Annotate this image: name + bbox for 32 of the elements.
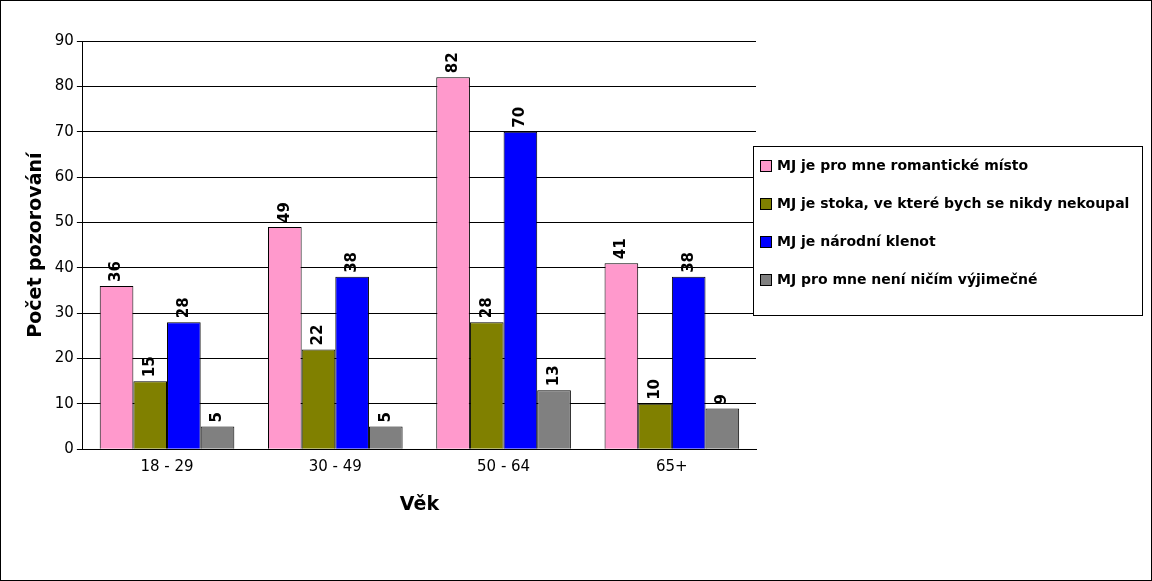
data-label: 70: [510, 106, 529, 128]
data-label: 22: [308, 324, 327, 346]
data-label: 38: [342, 251, 361, 273]
y-tick-label: 70: [54, 121, 74, 140]
x-tick-label: 18 - 29: [140, 457, 194, 476]
y-tick-label: 20: [54, 348, 74, 367]
y-tick-label: 60: [54, 166, 74, 185]
data-label: 82: [442, 52, 461, 74]
x-tick-label: 50 - 64: [477, 457, 531, 476]
legend-label: MJ je národní klenot: [777, 233, 936, 249]
y-tick-label: 80: [54, 76, 74, 95]
y-tick-label: 50: [54, 212, 74, 231]
x-tick-label: 30 - 49: [308, 457, 362, 476]
data-label: 5: [375, 412, 394, 423]
y-tick-label: 90: [54, 30, 74, 49]
data-label: 41: [611, 238, 630, 260]
data-label: 13: [543, 365, 562, 387]
data-label: 10: [644, 378, 663, 400]
y-tick-label: 40: [54, 257, 74, 276]
data-label: 9: [712, 393, 731, 405]
y-tick-label: 0: [64, 439, 74, 458]
data-label: 38: [678, 251, 697, 273]
x-axis-title: Věk: [399, 491, 440, 514]
x-tick-label: 65+: [656, 457, 688, 476]
legend-label: MJ je pro mne romantické místo: [777, 157, 1029, 173]
legend-label: MJ pro mne není ničím výjimečné: [777, 271, 1038, 287]
y-tick-label: 10: [54, 393, 74, 412]
data-label: 49: [274, 202, 293, 223]
legend-label: MJ je stoka, ve které bych se nikdy nekoupal: [777, 195, 1130, 211]
y-tick-label: 30: [54, 303, 74, 322]
data-label: 5: [207, 412, 226, 423]
y-axis-title: Počet pozorování: [23, 150, 46, 338]
